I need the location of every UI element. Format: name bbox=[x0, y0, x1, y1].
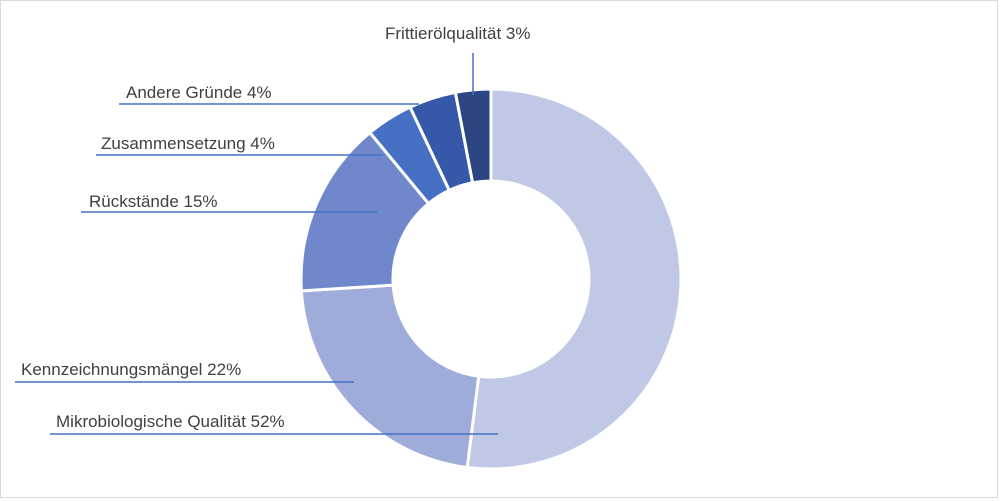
data-label: Zusammensetzung 4% bbox=[101, 134, 275, 153]
data-label: Andere Gründe 4% bbox=[126, 83, 272, 102]
donut-slice-mikrobiologische-qualität bbox=[465, 87, 683, 471]
data-label: Mikrobiologische Qualität 52% bbox=[56, 412, 285, 431]
data-label: Kennzeichnungsmängel 22% bbox=[21, 360, 241, 379]
donut-slice-frittierölqualität bbox=[453, 87, 493, 185]
data-label: Frittierölqualität 3% bbox=[385, 24, 531, 43]
data-label: Rückstände 15% bbox=[89, 192, 218, 211]
donut-slice-kennzeichnungsmängel bbox=[299, 283, 481, 470]
